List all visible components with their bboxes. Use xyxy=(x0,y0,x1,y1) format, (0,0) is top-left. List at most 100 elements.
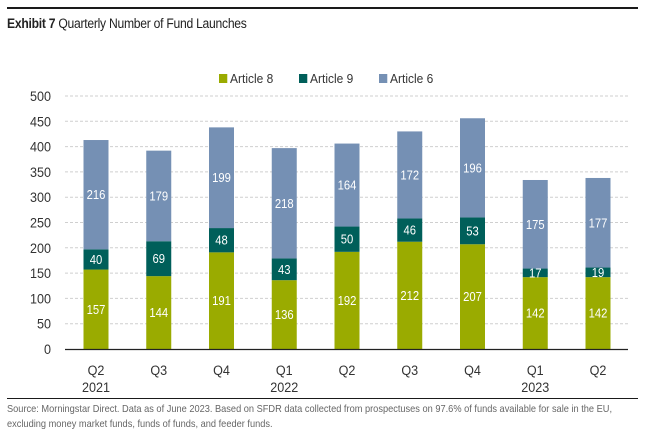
y-tick-label: 250 xyxy=(30,215,51,231)
bar-segment-article-6 xyxy=(460,118,485,218)
data-label: 199 xyxy=(212,171,231,186)
legend-swatch xyxy=(219,74,228,83)
data-label: 179 xyxy=(149,189,168,204)
bar-segment-article-8 xyxy=(460,244,485,349)
source-line-2: excluding money market funds, funds of f… xyxy=(7,418,273,430)
bar-segment-article-8 xyxy=(334,251,360,349)
x-tick-label-quarter: Q2 xyxy=(339,362,356,378)
y-tick-label: 50 xyxy=(37,316,51,332)
x-tick-label-quarter: Q4 xyxy=(464,362,481,378)
legend-item-article-9: Article 9 xyxy=(298,71,354,86)
data-label: 19 xyxy=(592,265,605,280)
y-tick-label: 150 xyxy=(30,265,51,281)
source-note: Source: Morningstar Direct. Data as of J… xyxy=(7,402,623,432)
legend-swatch xyxy=(298,74,308,83)
y-tick-label: 300 xyxy=(30,190,51,206)
bar-segment-article-9 xyxy=(522,268,548,278)
bar-segment-article-8 xyxy=(209,252,234,349)
x-tick-label-quarter: Q2 xyxy=(590,362,607,378)
data-label: 144 xyxy=(149,306,168,321)
y-tick-label: 450 xyxy=(30,114,51,130)
exhibit-label: Exhibit 7 xyxy=(7,16,56,31)
bar-segment-article-9 xyxy=(83,249,109,270)
legend-item-article-8: Article 8 xyxy=(219,71,273,86)
legend-label: Article 6 xyxy=(389,71,434,86)
top-rule xyxy=(7,7,638,9)
x-tick-label-quarter: Q3 xyxy=(401,362,418,378)
data-label: 212 xyxy=(400,288,419,303)
y-tick-label: 200 xyxy=(30,240,51,256)
bar-segment-article-9 xyxy=(271,258,297,281)
data-label: 157 xyxy=(87,302,106,317)
bar-segment-article-9 xyxy=(585,267,611,278)
data-label: 136 xyxy=(275,308,294,323)
data-label: 216 xyxy=(87,188,106,203)
legend-label: Article 8 xyxy=(230,71,274,86)
bar-segment-article-8 xyxy=(146,276,172,349)
bar-segment-article-9 xyxy=(460,217,485,245)
legend: Article 8 Article 9 Article 6 xyxy=(219,71,459,86)
source-line-1: Source: Morningstar Direct. Data as of J… xyxy=(7,403,613,415)
data-label: 218 xyxy=(275,196,294,211)
data-label: 53 xyxy=(466,224,479,239)
title-text: Quarterly Number of Fund Launches xyxy=(58,16,247,31)
legend-label: Article 9 xyxy=(310,71,354,86)
legend-item-article-6: Article 6 xyxy=(378,71,434,86)
data-label: 172 xyxy=(400,168,419,183)
bar-segment-article-6 xyxy=(585,177,611,268)
data-labels: 157 40 216 144 69 179 191 48 199 136 43 218 192 50 164… xyxy=(87,161,608,322)
bar-segment-article-9 xyxy=(397,218,423,242)
y-tick-label: 350 xyxy=(30,164,51,180)
data-label: 175 xyxy=(526,217,545,232)
x-tick-label-year: 2021 xyxy=(82,379,110,395)
bar-segment-article-8 xyxy=(397,241,423,349)
data-label: 69 xyxy=(152,252,165,267)
legend-swatch xyxy=(378,74,388,83)
bar-segment-article-6 xyxy=(83,140,109,250)
bar-segment-article-8 xyxy=(585,277,611,349)
data-label: 50 xyxy=(341,232,354,247)
x-tick-label-quarter: Q3 xyxy=(150,362,167,378)
data-label: 40 xyxy=(90,252,103,267)
bar-segment-article-8 xyxy=(522,277,548,349)
y-tick-label: 500 xyxy=(30,88,51,104)
x-tick-label-year: 2022 xyxy=(270,379,298,395)
bar-segment-article-9 xyxy=(334,226,360,252)
data-label: 142 xyxy=(589,306,608,321)
bar-segment-article-6 xyxy=(209,127,234,229)
data-label: 207 xyxy=(463,290,482,305)
data-label: 164 xyxy=(338,178,357,193)
data-label: 142 xyxy=(526,306,545,321)
bars xyxy=(83,118,611,349)
footer-rule xyxy=(7,398,638,399)
bar-segment-article-6 xyxy=(271,148,297,259)
x-tick-label-quarter: Q4 xyxy=(213,362,230,378)
bar-segment-article-9 xyxy=(146,241,172,277)
x-tick-label-quarter: Q1 xyxy=(527,362,544,378)
data-label: 43 xyxy=(278,262,291,277)
y-tick-label: 100 xyxy=(30,291,51,307)
data-label: 191 xyxy=(212,294,231,309)
data-label: 46 xyxy=(403,223,416,238)
y-axis-ticks: 0 50 100 150 200 250 300 350 400 450 500 xyxy=(30,88,51,357)
y-tick-label: 0 xyxy=(44,341,51,357)
bar-segment-article-6 xyxy=(397,131,423,219)
x-tick-label-quarter: Q1 xyxy=(276,362,293,378)
chart-title: Exhibit 7 Quarterly Number of Fund Launc… xyxy=(7,16,247,31)
bar-segment-article-6 xyxy=(146,150,172,242)
data-label: 192 xyxy=(338,293,357,308)
data-label: 177 xyxy=(589,216,608,231)
data-label: 48 xyxy=(215,233,228,248)
data-label: 17 xyxy=(529,266,542,281)
bar-segment-article-6 xyxy=(522,179,548,269)
y-tick-label: 400 xyxy=(30,139,51,155)
x-tick-label-quarter: Q2 xyxy=(88,362,105,378)
bar-segment-article-9 xyxy=(209,228,234,253)
bar-segment-article-8 xyxy=(271,280,297,349)
bar-segment-article-6 xyxy=(334,143,360,227)
data-label: 196 xyxy=(463,161,482,176)
x-tick-label-year: 2023 xyxy=(521,379,549,395)
bar-segment-article-8 xyxy=(83,269,109,349)
